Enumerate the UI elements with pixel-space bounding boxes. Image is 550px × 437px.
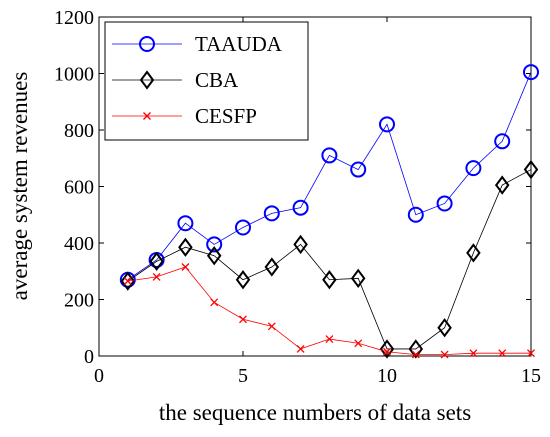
legend-label: CBA [195,68,239,92]
x-marker-stroke [354,339,363,348]
data-point [120,271,136,291]
data-point [293,234,308,255]
legend-box [104,21,309,141]
data-point [494,133,511,150]
x-marker-stroke [267,322,276,331]
y-tick-label: 400 [64,233,94,255]
series-cesfp [123,263,535,359]
x-marker-stroke [411,350,420,359]
y-tick-label: 800 [64,120,94,142]
data-point [292,199,309,216]
x-marker-stroke [123,277,132,286]
data-point [383,347,391,356]
y-tick-label: 200 [64,290,94,312]
data-point [379,116,395,133]
data-point [354,339,363,348]
series-line [127,169,532,350]
series-line [127,71,532,281]
y-tick-label: 1000 [54,64,94,86]
data-point [239,315,247,324]
y-tick-label: 1200 [54,7,94,29]
x-tick-label: 15 [521,365,541,387]
x-marker-stroke [440,350,449,359]
data-point [152,272,161,281]
data-point [235,219,251,236]
y-tick-label: 600 [64,177,94,199]
x-marker-stroke [527,349,535,358]
data-point [206,236,223,253]
x-marker-stroke [498,349,507,358]
x-tick-label: 5 [238,365,248,387]
data-point [177,215,194,232]
x-marker-stroke [152,272,161,281]
data-point [527,349,535,358]
data-point [210,298,219,307]
data-point [350,161,367,178]
data-point [498,349,507,358]
data-point [206,246,222,266]
series-cba [120,159,539,359]
data-point [264,257,280,277]
data-point [411,350,420,359]
x-marker-stroke [181,263,190,271]
data-point [523,64,539,81]
data-point [296,344,305,353]
x-marker-stroke [239,315,247,324]
data-point [350,268,366,288]
x-tick-label: 10 [377,365,397,387]
data-point [523,159,539,180]
data-point [267,322,276,331]
legend-marker [139,70,155,90]
data-point [123,277,132,286]
legend-label: CESFP [195,104,257,128]
data-point [469,349,478,358]
data-point [263,205,280,222]
data-point [322,270,337,290]
data-point [465,160,482,177]
x-marker-stroke [383,347,391,356]
data-point [325,335,334,344]
data-point [181,263,190,271]
x-tick-label: 0 [94,365,104,387]
data-point [436,195,453,212]
legend: TAAUDA CBA CESFP [104,21,309,141]
data-point [440,350,449,359]
data-point [494,175,510,195]
axis-ticks: 0 5 10 15 0 200 400 600 800 1000 1200 [54,7,541,387]
y-axis-label: average system revenues [7,72,32,301]
series-taauda [119,64,539,288]
legend-label: TAAUDA [195,32,283,56]
data-point [379,339,395,359]
data-point [149,251,164,272]
data-point [321,147,338,164]
x-marker-stroke [325,335,334,344]
data-point [407,206,424,223]
data-point [235,270,251,290]
x-marker-stroke [469,349,478,358]
x-marker-stroke [210,298,219,307]
legend-marker [143,112,151,120]
y-tick-label: 0 [84,346,94,368]
data-point [178,237,193,257]
x-marker-stroke [143,112,151,120]
data-point [408,339,424,359]
x-axis-label: the sequence numbers of data sets [159,400,471,425]
series-layer [119,64,539,359]
data-point [466,243,481,263]
data-point [437,318,452,338]
legend-marker [139,36,155,52]
x-marker-stroke [296,344,305,353]
